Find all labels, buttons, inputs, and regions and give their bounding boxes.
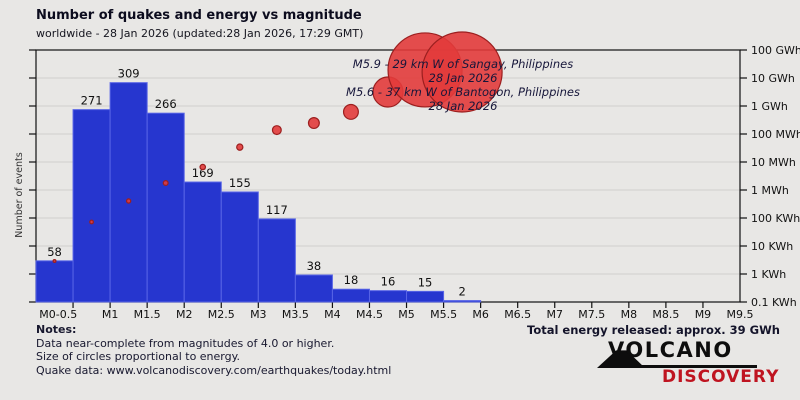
- x-tick-label: M7: [546, 308, 563, 321]
- chart-subtitle: worldwide - 28 Jan 2026 (updated:28 Jan …: [36, 27, 364, 40]
- energy-circle-M2.5-3: [236, 143, 244, 151]
- energy-axis-label: 10 GWh: [751, 72, 795, 85]
- chart-title: Number of quakes and energy vs magnitude: [36, 8, 362, 23]
- bar-M2-2.5: [183, 181, 222, 303]
- bar-M1.5-2: [146, 112, 185, 303]
- bar-count-label: 15: [418, 275, 433, 289]
- energy-circle-M1-1.5: [125, 198, 132, 204]
- bar-M3.5-4: [294, 274, 333, 303]
- x-tick-label: M8.5: [652, 308, 679, 321]
- bar-M2.5-3: [220, 191, 259, 303]
- total-energy-label: Total energy released: approx. 39 GWh: [527, 323, 780, 337]
- energy-circle-M0.5-1: [89, 219, 94, 225]
- x-tick-label: M0-0.5: [39, 308, 77, 321]
- bar-M1-1.5: [109, 82, 148, 303]
- energy-axis-label: 100 MWh: [751, 128, 800, 141]
- energy-circle-M3-3.5: [271, 125, 282, 136]
- x-tick-label: M3.5: [282, 308, 309, 321]
- bar-count-label: 169: [192, 166, 214, 180]
- energy-circle-M0-0.5: [52, 259, 57, 264]
- energy-axis-label: 10 KWh: [751, 240, 793, 253]
- energy-axis-label: 1 MWh: [751, 184, 789, 197]
- energy-axis-label: 100 KWh: [751, 212, 800, 225]
- energy-axis-label: 0.1 KWh: [751, 296, 797, 309]
- bar-count-label: 38: [307, 259, 322, 273]
- energy-circle-M4-4.5: [342, 103, 359, 120]
- quake-magnitude-energy-chart: 58 271 309 266 169 155 117 38 18 16 15 2 M5.9 - 29 k…: [14, 31, 800, 321]
- bar-count-label: 117: [266, 203, 288, 217]
- notes-heading: Notes:: [36, 323, 77, 336]
- bar-count-label: 18: [344, 273, 359, 287]
- quake-annotation: 28 Jan 2026: [429, 71, 498, 85]
- energy-axis-label: 10 MWh: [751, 156, 796, 169]
- x-tick-label: M4.5: [356, 308, 383, 321]
- energy-circle-M5.5-6: [421, 31, 503, 113]
- x-tick-label: M2.5: [208, 308, 235, 321]
- bar-M3-3.5: [257, 218, 296, 303]
- bar-count-label: 58: [47, 245, 62, 259]
- x-tick-label: M9.5: [727, 308, 754, 321]
- quake-annotation: M5.9 - 29 km W of Sangay, Philippines: [353, 57, 573, 71]
- energy-circle-M2-2.5: [199, 163, 207, 171]
- notes-line-circles: Size of circles proportional to energy.: [36, 350, 241, 363]
- bar-count-label: 271: [81, 94, 103, 108]
- bar-count-label: 155: [229, 176, 251, 190]
- volcanodiscovery-logo: VOLCANO DISCOVERY: [597, 338, 797, 394]
- x-tick-label: M8: [621, 308, 638, 321]
- energy-axis-label: 1 GWh: [751, 100, 788, 113]
- x-tick-label: M5: [398, 308, 415, 321]
- notes-line-completeness: Data near-complete from magnitudes of 4.…: [36, 336, 335, 350]
- quake-annotation: 28 Jan 2026: [429, 99, 498, 113]
- x-tick-label: M1: [102, 308, 119, 321]
- x-tick-label: M1.5: [134, 308, 161, 321]
- bar-M4-4.5: [331, 288, 370, 303]
- x-tick-label: M6: [472, 308, 489, 321]
- logo-word-volcano: VOLCANO: [608, 338, 733, 362]
- x-tick-label: M4: [324, 308, 341, 321]
- bar-M5.5-6: [443, 300, 482, 303]
- logo-word-discovery: DISCOVERY: [662, 367, 780, 387]
- bar-M0.5-1: [72, 109, 111, 303]
- x-tick-label: M7.5: [578, 308, 605, 321]
- quake-annotation: M5.6 - 37 km W of Bantogon, Philippines: [346, 85, 580, 99]
- energy-circle-M3.5-4: [307, 117, 320, 130]
- bar-count-label: 16: [381, 275, 396, 289]
- bar-M4.5-5: [368, 290, 408, 303]
- bar-M0-0.5: [35, 260, 74, 303]
- energy-axis-label: 100 GWh: [751, 44, 800, 57]
- logo-underline: [607, 365, 757, 368]
- quake-data-url[interactable]: Quake data: www.volcanodiscovery.com/ear…: [36, 363, 392, 377]
- x-tick-label: M2: [176, 308, 193, 321]
- x-tick-label: M3: [250, 308, 267, 321]
- bar-count-label: 266: [155, 97, 177, 111]
- energy-axis-label: 1 KWh: [751, 268, 786, 281]
- bar-count-label: 309: [118, 67, 140, 81]
- energy-circle-M1.5-2: [162, 179, 169, 186]
- y-axis-label: Number of events: [14, 152, 25, 237]
- bar-count-label: 2: [458, 285, 465, 299]
- notes-block: Notes: Data near-complete from magnitude…: [36, 323, 391, 377]
- x-tick-label: M6.5: [504, 308, 531, 321]
- x-tick-label: M5.5: [430, 308, 457, 321]
- x-tick-label: M9: [695, 308, 712, 321]
- bar-M5-5.5: [406, 290, 445, 303]
